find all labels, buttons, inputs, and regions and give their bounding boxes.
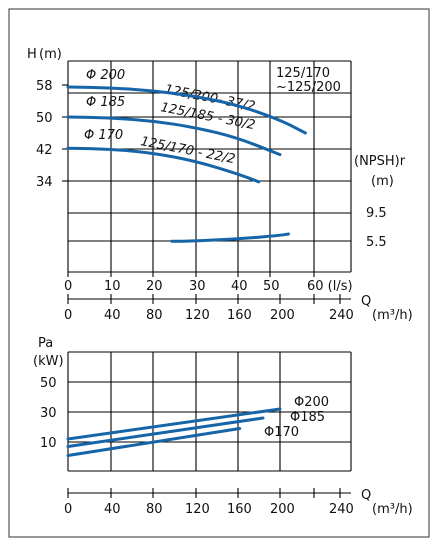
head-y-tick-label: 50 xyxy=(36,111,53,126)
impeller-label-185: Φ 185 xyxy=(86,95,125,110)
power-y-tick-label: 10 xyxy=(40,436,57,451)
npsh-tick-label: 9.5 xyxy=(366,206,387,221)
power-y-tick-label: 30 xyxy=(40,406,57,421)
ls-x-tick-label: 20 xyxy=(146,279,163,294)
power-axis-label: Pa xyxy=(38,336,53,351)
ls-x-tick-marks xyxy=(67,272,315,277)
head-curve-200 xyxy=(66,85,307,135)
impeller-label-200: Φ 200 xyxy=(86,68,125,83)
head-curve-170 xyxy=(66,146,261,184)
m3h-x-tick-label: 160 xyxy=(227,308,252,323)
power-curve-label-170: Φ170 xyxy=(264,425,299,440)
dual-scale-axis xyxy=(67,294,351,304)
power-curve-label-185: Φ185 xyxy=(290,410,325,425)
ls-x-tick-label: 30 xyxy=(189,279,206,294)
npsh-axis-label: (NPSH)r xyxy=(354,154,406,169)
m3h-x-tick-label: 40 xyxy=(104,308,121,323)
power-x-tick-label: 0 xyxy=(64,502,72,517)
flow-axis-unit: (m³/h) xyxy=(372,308,413,323)
m3h-x-tick-label: 200 xyxy=(270,308,295,323)
model-range-line-1: 125/170 xyxy=(276,66,330,81)
head-curve-185 xyxy=(66,115,282,157)
ls-x-tick-label: 60 (l/s) xyxy=(307,279,353,294)
power-curves xyxy=(66,407,282,457)
outer-frame xyxy=(8,8,430,538)
power-axis-unit: (kW) xyxy=(33,354,64,369)
head-y-tick-marks xyxy=(62,84,68,182)
ls-x-tick-label: 0 xyxy=(64,279,72,294)
power-x-tick-label: 160 xyxy=(227,502,252,517)
power-flow-axis-label: Q xyxy=(361,488,371,503)
head-y-tick-label: 34 xyxy=(36,175,53,190)
power-curve-170 xyxy=(66,427,242,457)
power-flow-axis-unit: (m³/h) xyxy=(372,502,413,517)
power-x-tick-label: 200 xyxy=(270,502,295,517)
power-y-tick-label: 50 xyxy=(40,376,57,391)
m3h-x-tick-label: 120 xyxy=(185,308,210,323)
power-curve-label-200: Φ200 xyxy=(294,395,329,410)
ls-x-tick-label: 50 xyxy=(263,279,280,294)
power-panel-grid xyxy=(67,351,352,472)
impeller-label-170: Φ 170 xyxy=(84,128,123,143)
m3h-x-tick-label: 80 xyxy=(146,308,163,323)
head-axis-label-unit: (m) xyxy=(39,47,62,62)
power-x-tick-label: 40 xyxy=(104,502,121,517)
m3h-x-tick-label: 0 xyxy=(64,308,72,323)
npsh-tick-label: 5.5 xyxy=(366,235,387,250)
head-y-tick-label: 42 xyxy=(36,143,53,158)
npsh-axis-unit: (m) xyxy=(371,174,394,189)
head-axis-label-h: H xyxy=(27,47,37,62)
power-x-tick-label: 120 xyxy=(185,502,210,517)
power-x-axis xyxy=(67,488,351,498)
power-x-tick-label: 240 xyxy=(329,502,354,517)
head-y-tick-label: 58 xyxy=(36,79,53,94)
ls-x-tick-label: 10 xyxy=(104,279,121,294)
npsh-curve xyxy=(170,232,290,243)
ls-x-tick-label: 40 xyxy=(231,279,248,294)
power-x-tick-label: 80 xyxy=(146,502,163,517)
m3h-x-tick-label: 240 xyxy=(329,308,354,323)
head-curves xyxy=(66,85,307,243)
curve-label-170: 125/170 - 22/2 xyxy=(139,134,236,167)
power-curve-200 xyxy=(66,407,282,441)
power-curve-185 xyxy=(66,416,265,448)
model-range-line-2: ~125/200 xyxy=(276,80,341,95)
flow-axis-label: Q xyxy=(361,294,371,309)
